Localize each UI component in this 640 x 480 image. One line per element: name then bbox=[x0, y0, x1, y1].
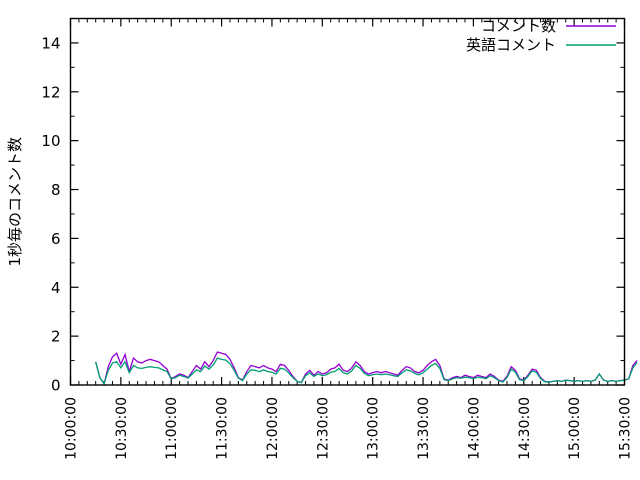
x-tick-label: 14:00:00 bbox=[466, 397, 482, 460]
plot-frame bbox=[69, 17, 626, 386]
y-tick-label: 0 bbox=[51, 377, 61, 395]
y-tick-label: 4 bbox=[51, 279, 61, 297]
series-line-1 bbox=[95, 351, 638, 386]
y-axis-tick-labels: 0 2 4 6 8 10 12 14 bbox=[41, 34, 60, 394]
y-tick-label: 2 bbox=[51, 328, 61, 346]
series-lines bbox=[95, 351, 638, 386]
y-tick-label: 8 bbox=[51, 181, 61, 199]
x-axis-ticks bbox=[69, 18, 626, 385]
x-tick-label: 14:30:00 bbox=[517, 397, 533, 460]
x-tick-label: 10:30:00 bbox=[114, 397, 130, 460]
x-tick-label: 12:00:00 bbox=[265, 397, 281, 460]
x-tick-label: 11:00:00 bbox=[164, 397, 180, 460]
y-tick-label: 10 bbox=[41, 132, 60, 150]
y-axis-title: 1秒毎のコメント数 bbox=[6, 137, 24, 267]
y-tick-label: 12 bbox=[41, 83, 60, 101]
x-tick-label: 15:00:00 bbox=[567, 397, 583, 460]
legend-label-2: 英語コメント bbox=[466, 36, 556, 54]
x-tick-label: 10:00:00 bbox=[64, 397, 80, 460]
series-line-2 bbox=[95, 357, 638, 386]
y-tick-label: 14 bbox=[41, 34, 60, 52]
x-tick-label: 13:30:00 bbox=[416, 397, 432, 460]
x-tick-label: 15:30:00 bbox=[618, 397, 634, 460]
x-axis-tick-labels: 10:00:00 10:30:00 11:00:00 11:30:00 12:00:00… bbox=[64, 397, 634, 460]
y-axis-ticks bbox=[70, 42, 625, 386]
legend-label-1: コメント数 bbox=[481, 17, 556, 35]
x-tick-label: 13:00:00 bbox=[366, 397, 382, 460]
y-tick-label: 6 bbox=[51, 230, 61, 248]
x-tick-label: 11:30:00 bbox=[215, 397, 231, 460]
x-tick-label: 12:30:00 bbox=[315, 397, 331, 460]
